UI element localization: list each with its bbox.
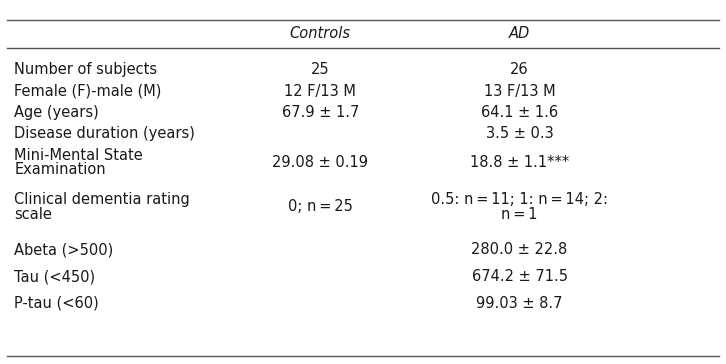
Text: 26: 26	[510, 62, 529, 77]
Text: 67.9 ± 1.7: 67.9 ± 1.7	[282, 105, 359, 120]
Text: Age (years): Age (years)	[15, 105, 99, 120]
Text: scale: scale	[15, 207, 52, 222]
Text: 3.5 ± 0.3: 3.5 ± 0.3	[486, 126, 553, 141]
Text: 0; n = 25: 0; n = 25	[288, 199, 353, 214]
Text: Mini-Mental State: Mini-Mental State	[15, 148, 143, 163]
Text: 12 F/13 M: 12 F/13 M	[285, 83, 356, 99]
Text: 99.03 ± 8.7: 99.03 ± 8.7	[476, 296, 563, 311]
Text: 674.2 ± 71.5: 674.2 ± 71.5	[471, 269, 568, 284]
Text: 18.8 ± 1.1***: 18.8 ± 1.1***	[470, 155, 569, 170]
Text: Disease duration (years): Disease duration (years)	[15, 126, 195, 141]
Text: Number of subjects: Number of subjects	[15, 62, 158, 77]
Text: 29.08 ± 0.19: 29.08 ± 0.19	[272, 155, 368, 170]
Text: Clinical dementia rating: Clinical dementia rating	[15, 192, 190, 207]
Text: n = 1: n = 1	[501, 207, 538, 222]
Text: Controls: Controls	[290, 27, 351, 41]
Text: AD: AD	[509, 27, 530, 41]
Text: Abeta (>500): Abeta (>500)	[15, 242, 114, 257]
Text: Female (F)-male (M): Female (F)-male (M)	[15, 83, 162, 99]
Text: 64.1 ± 1.6: 64.1 ± 1.6	[481, 105, 558, 120]
Text: P-tau (<60): P-tau (<60)	[15, 296, 99, 311]
Text: 13 F/13 M: 13 F/13 M	[484, 83, 555, 99]
Text: 0.5: n = 11; 1: n = 14; 2:: 0.5: n = 11; 1: n = 14; 2:	[431, 192, 608, 207]
Text: 280.0 ± 22.8: 280.0 ± 22.8	[471, 242, 568, 257]
Text: Tau (<450): Tau (<450)	[15, 269, 96, 284]
Text: 25: 25	[311, 62, 330, 77]
Text: Examination: Examination	[15, 162, 106, 177]
